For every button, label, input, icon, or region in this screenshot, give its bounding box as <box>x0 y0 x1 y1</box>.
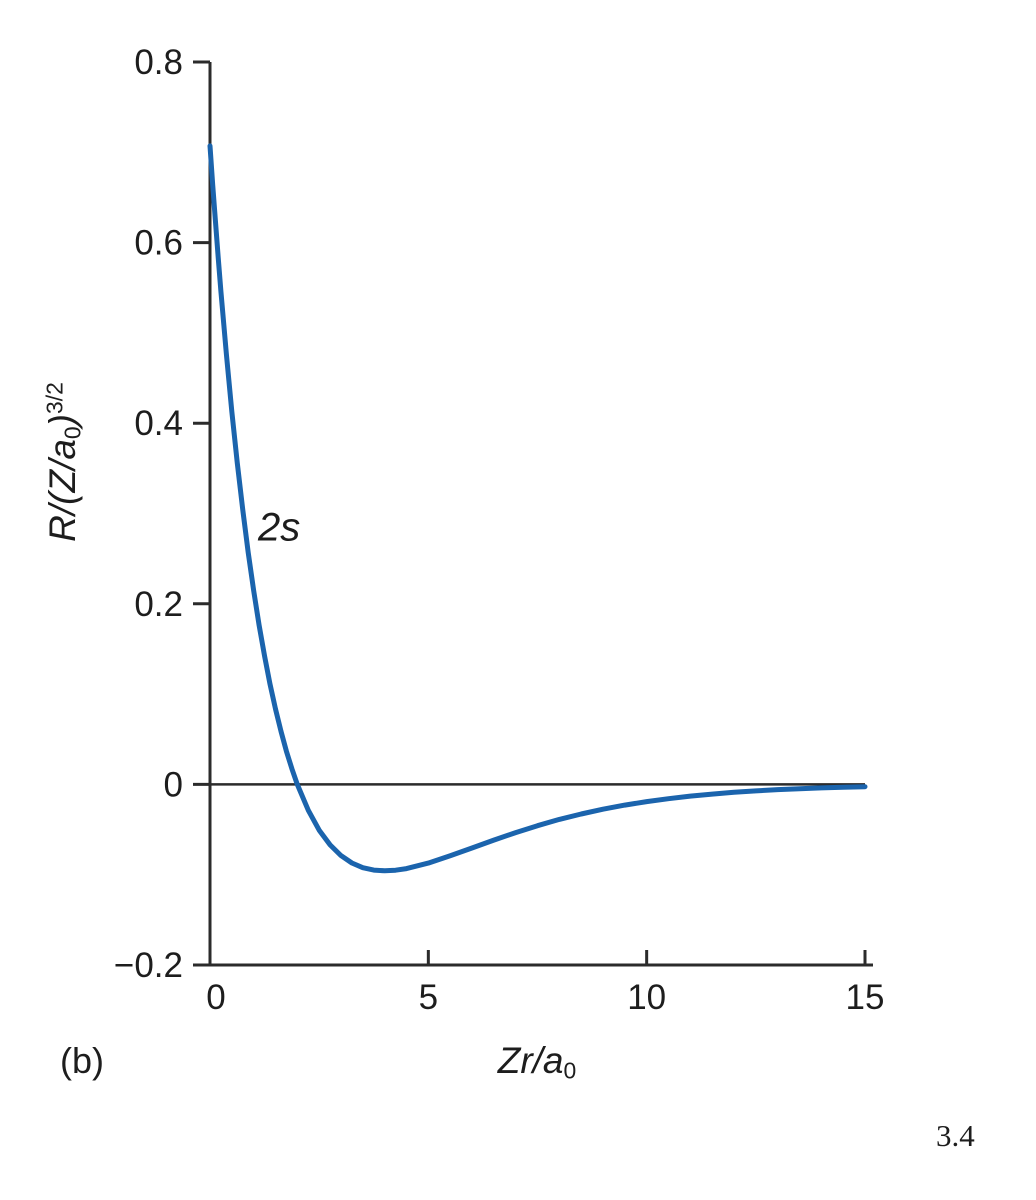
y-tick-label: 0.8 <box>134 43 183 82</box>
x-tick-label: 10 <box>627 978 666 1017</box>
y-tick-label: 0.6 <box>134 224 183 263</box>
page-number: 3.4 <box>936 1118 975 1153</box>
curve-label: 2s <box>257 506 300 550</box>
x-tick-label: 15 <box>846 978 885 1017</box>
y-tick-label: 0.4 <box>134 404 183 443</box>
curve-2s <box>207 143 868 874</box>
y-axis-label-paren: ) <box>41 414 83 427</box>
x-tick-label: 5 <box>419 978 438 1017</box>
y-axis-label-main: R/(Z/a <box>41 439 83 542</box>
y-tick-label: −0.2 <box>114 946 183 985</box>
x-axis-label-main: Zr/a <box>497 1040 564 1081</box>
y-axis-label-sup: 3/2 <box>41 382 68 415</box>
y-tick-label: 0.2 <box>134 585 183 624</box>
x-tick-label: 0 <box>206 978 225 1017</box>
y-axis-label-sub: 0 <box>59 426 86 440</box>
y-axis-label: R/(Z/a0)3/2 <box>41 382 86 542</box>
x-axis-label: Zr/a0 <box>498 1040 577 1085</box>
y-tick-label: 0 <box>164 765 183 804</box>
panel-label: (b) <box>60 1040 104 1081</box>
x-axis-label-sub: 0 <box>563 1057 577 1084</box>
